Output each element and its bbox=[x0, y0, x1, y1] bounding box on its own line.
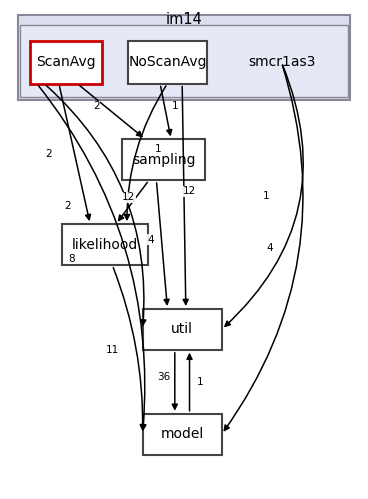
FancyArrowPatch shape bbox=[79, 85, 142, 136]
Text: 1: 1 bbox=[171, 101, 178, 111]
Text: 11: 11 bbox=[106, 344, 119, 355]
Text: model: model bbox=[160, 427, 204, 441]
Text: 2: 2 bbox=[45, 149, 52, 159]
FancyArrowPatch shape bbox=[118, 182, 147, 221]
Text: ScanAvg: ScanAvg bbox=[36, 55, 96, 69]
FancyArrowPatch shape bbox=[187, 354, 192, 411]
Text: 2: 2 bbox=[93, 101, 100, 111]
FancyArrowPatch shape bbox=[182, 86, 188, 304]
FancyBboxPatch shape bbox=[142, 309, 222, 350]
Text: likelihood: likelihood bbox=[72, 238, 138, 251]
FancyArrowPatch shape bbox=[157, 183, 169, 304]
Text: 36: 36 bbox=[157, 372, 170, 382]
FancyArrowPatch shape bbox=[124, 86, 166, 220]
FancyArrowPatch shape bbox=[225, 65, 303, 326]
FancyBboxPatch shape bbox=[20, 25, 348, 97]
FancyArrowPatch shape bbox=[39, 86, 146, 430]
Text: 12: 12 bbox=[122, 192, 135, 202]
Text: smcr1as3: smcr1as3 bbox=[248, 55, 315, 69]
Text: 1: 1 bbox=[263, 191, 270, 201]
FancyBboxPatch shape bbox=[128, 41, 207, 83]
Text: im14: im14 bbox=[166, 12, 202, 27]
FancyBboxPatch shape bbox=[30, 41, 102, 83]
Text: 12: 12 bbox=[183, 186, 196, 196]
FancyBboxPatch shape bbox=[122, 139, 205, 180]
Text: NoScanAvg: NoScanAvg bbox=[128, 55, 207, 69]
Text: 1: 1 bbox=[155, 144, 162, 154]
FancyArrowPatch shape bbox=[160, 86, 172, 135]
FancyArrowPatch shape bbox=[60, 86, 91, 220]
FancyArrowPatch shape bbox=[224, 65, 303, 431]
FancyBboxPatch shape bbox=[18, 15, 350, 100]
FancyBboxPatch shape bbox=[142, 414, 222, 455]
Text: sampling: sampling bbox=[132, 153, 195, 167]
FancyArrowPatch shape bbox=[113, 267, 145, 430]
Text: util: util bbox=[171, 322, 193, 336]
Text: 2: 2 bbox=[64, 202, 71, 212]
Text: 8: 8 bbox=[68, 254, 75, 264]
FancyArrowPatch shape bbox=[46, 85, 146, 325]
FancyBboxPatch shape bbox=[61, 224, 148, 265]
Text: 4: 4 bbox=[148, 235, 154, 245]
FancyArrowPatch shape bbox=[172, 353, 177, 409]
Text: 1: 1 bbox=[197, 377, 204, 387]
Text: 4: 4 bbox=[267, 243, 273, 253]
